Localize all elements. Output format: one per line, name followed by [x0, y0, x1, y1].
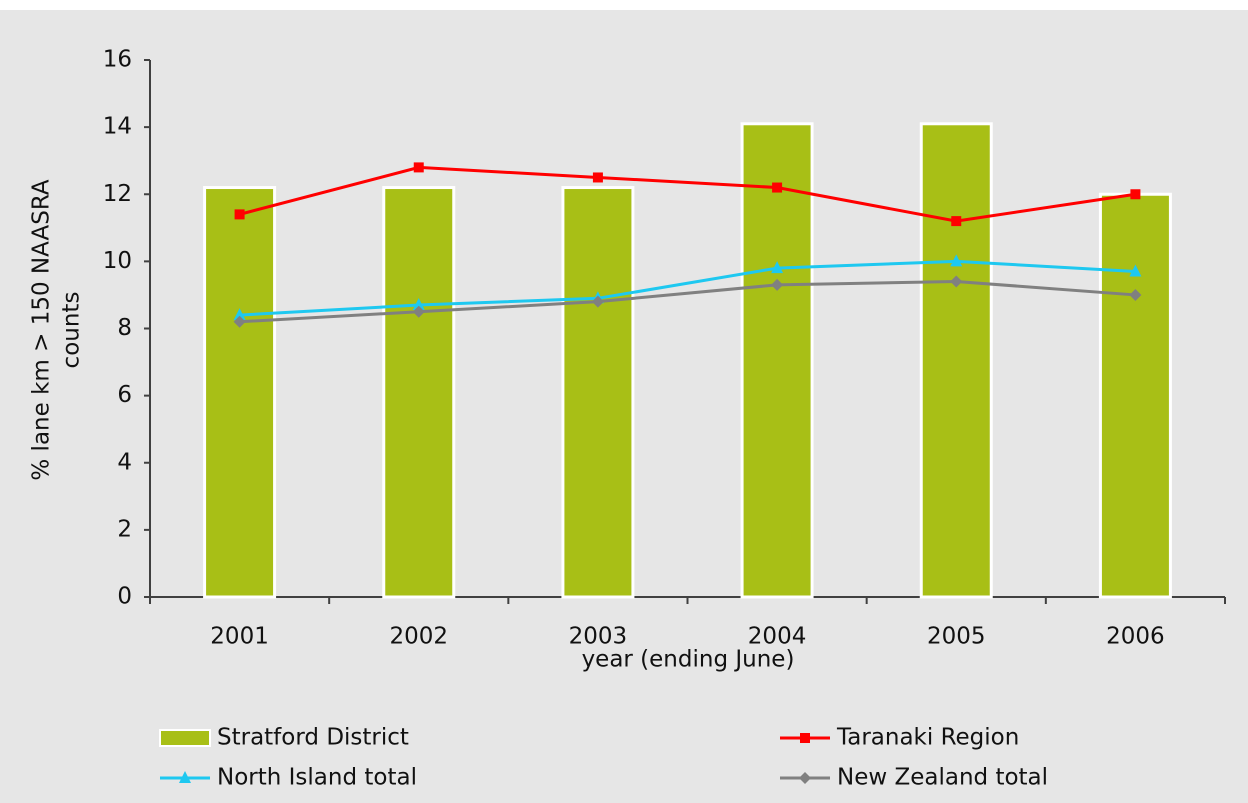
legend-swatch — [159, 729, 211, 747]
marker — [950, 275, 963, 288]
y-axis-title: % lane km > 150 NAASRA counts — [29, 179, 85, 480]
x-tick-label: 2001 — [210, 624, 269, 650]
y-tick-label: 16 — [103, 47, 132, 73]
marker — [412, 298, 425, 311]
legend-label: North Island total — [217, 765, 417, 791]
y-tick-label: 0 — [117, 584, 132, 610]
marker — [233, 315, 246, 328]
marker — [950, 254, 963, 267]
bar — [203, 186, 277, 599]
y-tick-label: 4 — [117, 449, 132, 475]
marker — [179, 771, 191, 783]
x-tick-label: 2005 — [927, 624, 986, 650]
y-tick-label: 6 — [117, 382, 132, 408]
marker — [591, 295, 604, 308]
y-tick-label: 14 — [103, 114, 132, 140]
marker — [412, 305, 425, 318]
line — [239, 280, 1136, 324]
marker — [233, 308, 246, 321]
legend-item: New Zealand total — [780, 765, 1048, 791]
x-axis-title: year (ending June) — [582, 647, 795, 673]
marker — [592, 172, 603, 183]
y-axis-title-line: counts — [59, 292, 85, 369]
legend-label: New Zealand total — [837, 765, 1048, 791]
marker — [772, 182, 783, 193]
marker — [1130, 189, 1141, 200]
x-tick-label: 2002 — [389, 624, 448, 650]
bar — [919, 122, 993, 599]
x-tick-label: 2006 — [1106, 624, 1165, 650]
marker — [1129, 288, 1142, 301]
y-tick-label: 10 — [103, 248, 132, 274]
marker — [234, 209, 245, 220]
legend-label: Taranaki Region — [836, 725, 1019, 751]
bar — [1098, 192, 1172, 599]
y-axis-title-line: % lane km > 150 NAASRA — [29, 179, 55, 480]
y-tick-label: 2 — [117, 516, 132, 542]
marker — [951, 216, 962, 227]
bar — [740, 122, 814, 599]
legend-item: Taranaki Region — [780, 725, 1019, 751]
y-tick-label: 12 — [103, 181, 132, 207]
x-tick-label: 2003 — [569, 624, 628, 650]
bar — [561, 186, 635, 599]
line — [239, 259, 1136, 317]
y-tick-label: 8 — [117, 315, 132, 341]
marker — [413, 162, 424, 173]
x-tick-label: 2004 — [748, 624, 807, 650]
marker — [800, 733, 810, 743]
bar — [382, 186, 456, 599]
legend-label: Stratford District — [217, 725, 409, 751]
marker — [799, 772, 811, 784]
legend-item: Stratford District — [159, 725, 409, 751]
marker — [771, 261, 784, 274]
marker — [1129, 264, 1142, 277]
marker — [771, 278, 784, 291]
line — [239, 165, 1136, 223]
legend-item: North Island total — [160, 765, 417, 791]
